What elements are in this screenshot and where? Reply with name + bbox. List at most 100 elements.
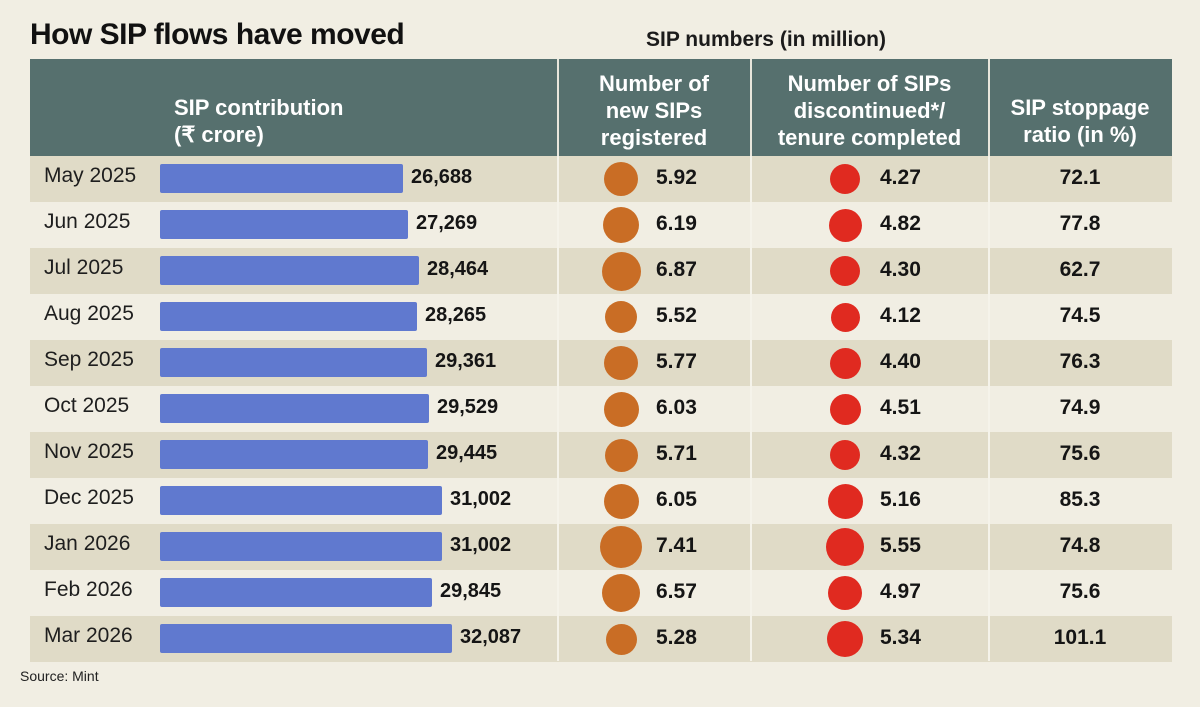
contribution-value: 29,445 xyxy=(436,442,498,464)
row-month: Mar 2026 xyxy=(44,624,133,647)
table-row: Oct 2025 29,529 6.03 4.51 74.9 xyxy=(30,386,1172,432)
contribution-value: 28,464 xyxy=(427,258,489,280)
stoppage-ratio-value: 75.6 xyxy=(1059,442,1101,465)
new-sips-dot xyxy=(604,438,638,472)
column-divider xyxy=(750,156,752,661)
stoppage-ratio-value: 76.3 xyxy=(1059,350,1101,373)
table-row: Feb 2026 29,845 6.57 4.97 75.6 xyxy=(30,570,1172,616)
discontinued-sips-dot xyxy=(830,256,860,286)
discontinued-sips-value: 5.16 xyxy=(880,488,921,511)
contribution-bar xyxy=(160,164,403,193)
row-month: Oct 2025 xyxy=(44,394,130,417)
header-divider xyxy=(557,59,559,156)
stoppage-ratio-value: 74.9 xyxy=(1059,396,1101,419)
new-sips-dot xyxy=(601,251,641,291)
contribution-value: 29,529 xyxy=(437,396,499,418)
new-sips-dot xyxy=(600,526,642,568)
table-row: Jul 2025 28,464 6.87 4.30 62.7 xyxy=(30,248,1172,294)
new-sips-dot xyxy=(603,483,639,519)
header-discontinued: Number of SIPs discontinued*/ tenure com… xyxy=(777,71,962,150)
table-row: Jan 2026 31,002 7.41 5.55 74.8 xyxy=(30,524,1172,570)
contribution-value: 31,002 xyxy=(450,488,512,510)
new-sips-value: 7.41 xyxy=(656,534,697,557)
discontinued-sips-dot xyxy=(830,164,860,194)
discontinued-sips-dot xyxy=(830,440,860,470)
discontinued-sips-dot xyxy=(827,621,863,657)
contribution-value: 26,688 xyxy=(411,166,473,188)
row-month: Aug 2025 xyxy=(44,302,134,325)
contribution-bar xyxy=(160,532,442,561)
new-sips-value: 5.77 xyxy=(656,350,697,373)
contribution-bar xyxy=(160,486,442,515)
discontinued-sips-dot xyxy=(829,393,861,425)
new-sips-value: 5.92 xyxy=(656,166,697,189)
new-sips-value: 6.87 xyxy=(656,258,697,281)
discontinued-sips-dot xyxy=(829,347,861,379)
discontinued-sips-value: 4.97 xyxy=(880,580,921,603)
row-month: Jun 2025 xyxy=(44,210,131,233)
discontinued-sips-dot xyxy=(828,208,862,242)
new-sips-value: 5.71 xyxy=(656,442,697,465)
contribution-bar xyxy=(160,578,432,607)
table-row: Dec 2025 31,002 6.05 5.16 85.3 xyxy=(30,478,1172,524)
stoppage-ratio-value: 77.8 xyxy=(1059,212,1101,235)
discontinued-sips-value: 5.34 xyxy=(880,626,921,649)
contribution-bar xyxy=(160,348,427,377)
row-month: Sep 2025 xyxy=(44,348,134,371)
table-row: Aug 2025 28,265 5.52 4.12 74.5 xyxy=(30,294,1172,340)
table-row: Nov 2025 29,445 5.71 4.32 75.6 xyxy=(30,432,1172,478)
contribution-bar xyxy=(160,440,428,469)
stoppage-ratio-value: 74.5 xyxy=(1059,304,1101,327)
header-stoppage-ratio: SIP stoppage ratio (in %) xyxy=(1010,95,1150,147)
new-sips-dot xyxy=(604,346,638,380)
row-month: Jan 2026 xyxy=(44,532,131,555)
discontinued-sips-value: 4.82 xyxy=(880,212,921,235)
new-sips-value: 5.52 xyxy=(656,304,697,327)
new-sips-dot xyxy=(605,301,637,333)
discontinued-sips-value: 4.32 xyxy=(880,442,921,465)
stoppage-ratio-value: 75.6 xyxy=(1059,580,1101,603)
contribution-bar xyxy=(160,394,429,423)
discontinued-sips-value: 5.55 xyxy=(880,534,921,557)
row-month: Jul 2025 xyxy=(44,256,124,279)
contribution-value: 32,087 xyxy=(460,626,522,648)
discontinued-sips-dot xyxy=(826,528,864,566)
stoppage-ratio-value: 85.3 xyxy=(1059,488,1101,511)
table-header xyxy=(30,59,1172,156)
row-month: Dec 2025 xyxy=(44,486,134,509)
new-sips-value: 6.57 xyxy=(656,580,697,603)
stoppage-ratio-value: 62.7 xyxy=(1059,258,1101,281)
table-row: Jun 2025 27,269 6.19 4.82 77.8 xyxy=(30,202,1172,248)
discontinued-sips-value: 4.40 xyxy=(880,350,921,373)
new-sips-value: 6.05 xyxy=(656,488,697,511)
new-sips-dot xyxy=(602,574,640,612)
new-sips-dot xyxy=(603,391,639,427)
stoppage-ratio-value: 72.1 xyxy=(1059,166,1101,189)
discontinued-sips-dot xyxy=(828,576,862,610)
contribution-value: 27,269 xyxy=(416,212,478,234)
table-row: Mar 2026 32,087 5.28 5.34 101.1 xyxy=(30,616,1172,662)
discontinued-sips-value: 4.51 xyxy=(880,396,921,419)
contribution-value: 29,845 xyxy=(440,580,502,602)
contribution-bar xyxy=(160,256,419,285)
chart-subtitle: SIP numbers (in million) xyxy=(646,28,886,51)
stoppage-ratio-value: 74.8 xyxy=(1059,534,1101,557)
contribution-value: 31,002 xyxy=(450,534,512,556)
new-sips-value: 6.03 xyxy=(656,396,697,419)
discontinued-sips-value: 4.27 xyxy=(880,166,921,189)
new-sips-value: 6.19 xyxy=(656,212,697,235)
discontinued-sips-value: 4.12 xyxy=(880,304,921,327)
header-divider xyxy=(750,59,752,156)
new-sips-dot xyxy=(605,623,637,655)
discontinued-sips-value: 4.30 xyxy=(880,258,921,281)
header-divider xyxy=(988,59,990,156)
header-contribution: SIP contribution (₹ crore) xyxy=(174,95,344,147)
column-divider xyxy=(988,156,990,661)
infographic: How SIP flows have moved SIP numbers (in… xyxy=(30,18,1172,662)
header-new-sips: Number of new SIPs registered xyxy=(599,71,709,150)
new-sips-dot xyxy=(603,207,639,243)
stoppage-ratio-value: 101.1 xyxy=(1053,626,1107,649)
contribution-bar xyxy=(160,624,452,653)
row-month: Feb 2026 xyxy=(44,578,133,601)
row-month: Nov 2025 xyxy=(44,440,134,463)
